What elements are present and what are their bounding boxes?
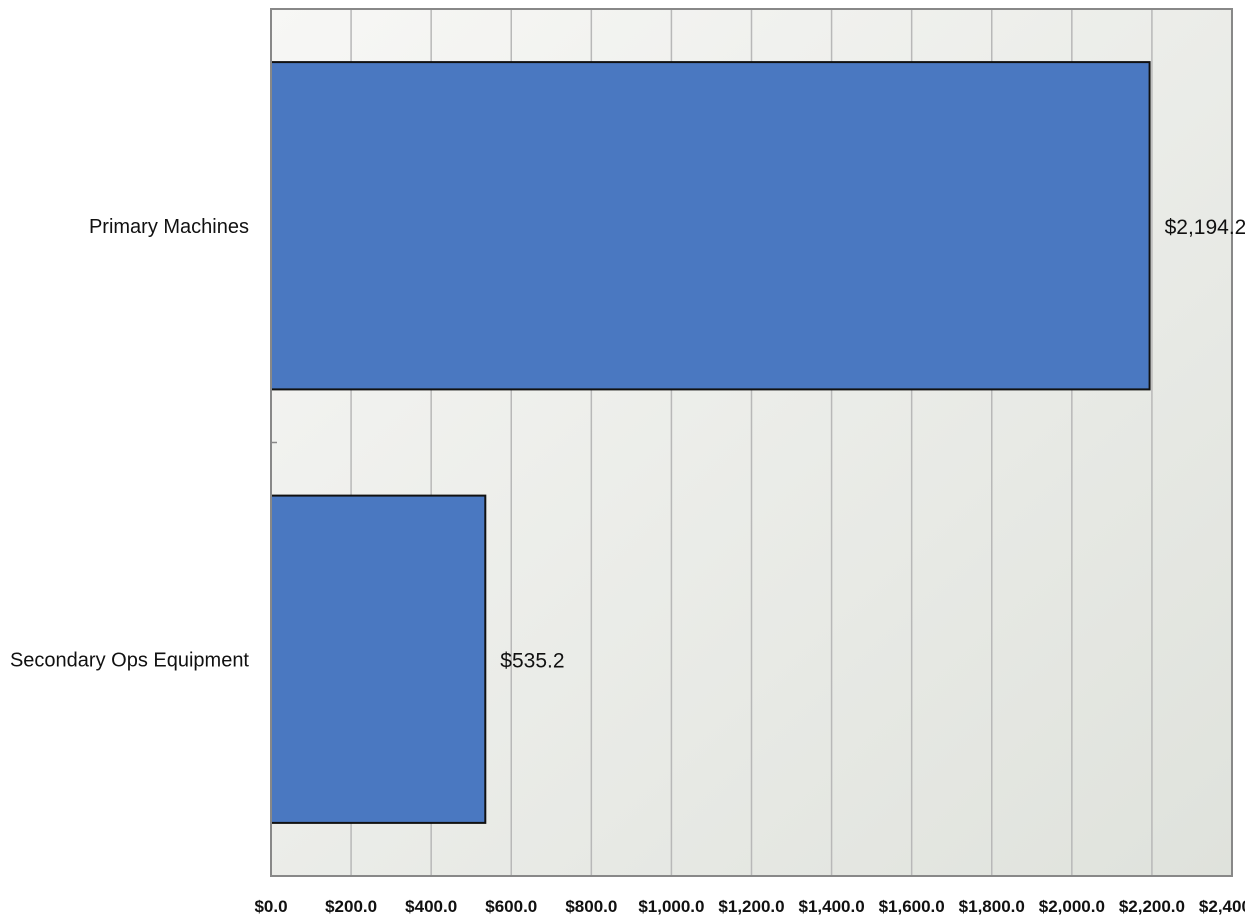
x-tick-label: $1,800.0 — [959, 897, 1025, 916]
bar — [270, 494, 487, 824]
x-tick-label: $2,200.0 — [1119, 897, 1185, 916]
category-label: Secondary Ops Equipment — [10, 649, 249, 671]
x-tick-label: $1,400.0 — [798, 897, 864, 916]
x-tick-label: $1,200.0 — [718, 897, 784, 916]
category-label: Primary Machines — [89, 216, 249, 238]
bars — [270, 61, 1151, 824]
data-label: $535.2 — [500, 649, 564, 672]
plot-frame — [270, 8, 1233, 877]
x-tick-label: $1,000.0 — [638, 897, 704, 916]
x-tick-label: $0.0 — [254, 897, 287, 916]
x-tick-label: $2,000.0 — [1039, 897, 1105, 916]
x-tick-label: $1,600.0 — [879, 897, 945, 916]
x-tick-label: $600.0 — [485, 897, 537, 916]
bar — [270, 61, 1151, 391]
x-tick-label: $200.0 — [325, 897, 377, 916]
data-label: $2,194.2 — [1165, 216, 1245, 239]
x-tick-label: $400.0 — [405, 897, 457, 916]
x-tick-label: $2,400.0 — [1199, 897, 1245, 916]
x-tick-label: $800.0 — [565, 897, 617, 916]
labels: $0.0 $200.0 $400.0 $600.0 $800.0 $1,000.0 $1,2… — [10, 216, 1245, 916]
